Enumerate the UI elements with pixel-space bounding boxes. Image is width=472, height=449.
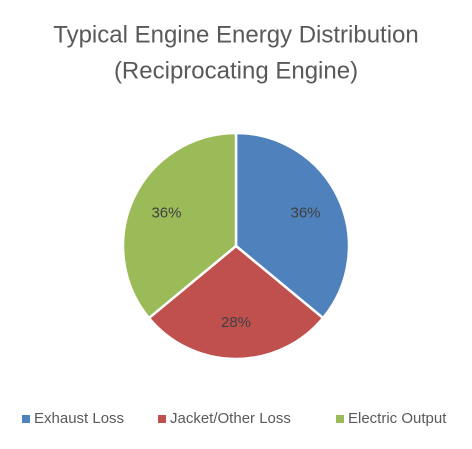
data-label: 36% bbox=[291, 204, 321, 221]
pie-slice bbox=[234, 131, 351, 320]
data-label: 28% bbox=[221, 314, 251, 331]
legend-label: Electric Output bbox=[348, 410, 447, 427]
chart-subtitle: (Reciprocating Engine) bbox=[114, 57, 358, 84]
legend-swatch bbox=[22, 415, 30, 423]
data-label: 36% bbox=[151, 204, 181, 221]
pie-slice bbox=[147, 244, 325, 361]
legend-swatch bbox=[158, 415, 166, 423]
legend-swatch bbox=[336, 415, 344, 423]
legend-label: Exhaust Loss bbox=[34, 410, 124, 427]
legend-label: Jacket/Other Loss bbox=[170, 410, 291, 427]
chart-title: Typical Engine Energy Distribution bbox=[53, 21, 419, 48]
pie-slice bbox=[121, 131, 238, 320]
